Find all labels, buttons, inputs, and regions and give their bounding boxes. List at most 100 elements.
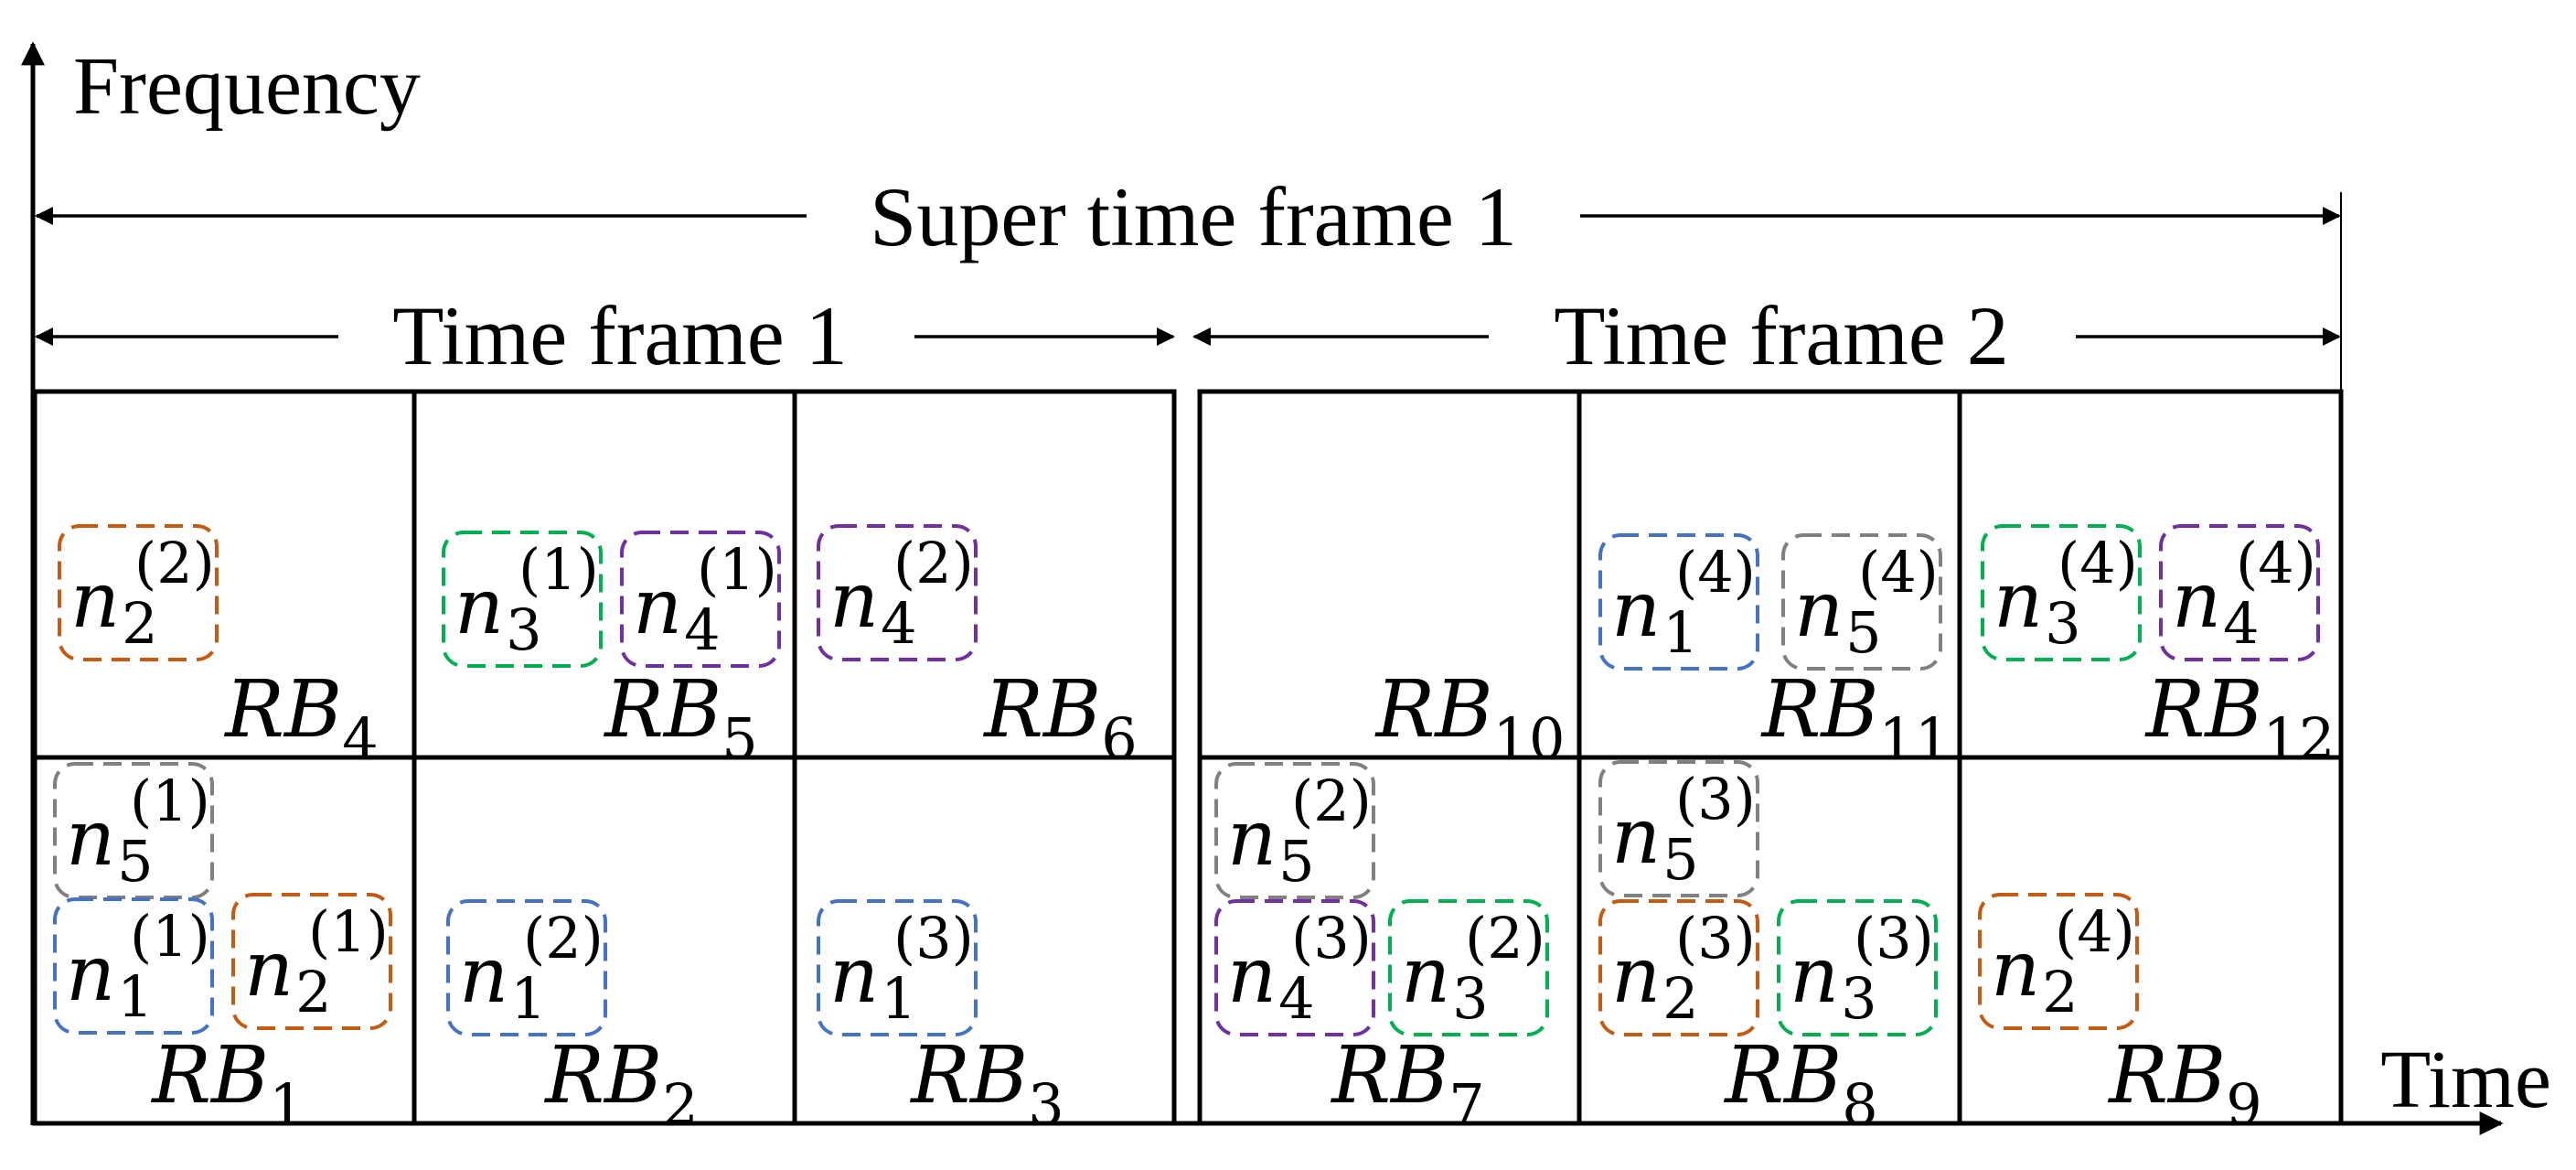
node-label: n4(4) — [2172, 530, 2316, 657]
time-frame-2-grid — [1197, 389, 2344, 1126]
time-axis-label: Time — [2380, 1035, 2551, 1125]
node-index: 3 — [1841, 965, 1876, 1032]
time-frame-2-label: Time frame 2 — [1554, 289, 2008, 382]
node-symbol: n — [66, 793, 115, 883]
node-n3-slot-3: n3(3) — [1777, 899, 1938, 1036]
dashed-box — [1598, 533, 1759, 671]
node-n1-slot-4: n1(4) — [1598, 533, 1759, 671]
node-symbol: n — [1227, 793, 1277, 883]
node-index: 5 — [1845, 599, 1881, 666]
node-label: n5(2) — [1227, 767, 1372, 895]
rb-label: RB3 — [909, 1030, 1064, 1138]
node-index: 1 — [881, 965, 916, 1032]
dashed-box — [1981, 524, 2142, 661]
node-index: 2 — [122, 590, 157, 657]
node-superscript: (2) — [523, 905, 604, 971]
node-index: 1 — [1662, 599, 1698, 666]
rb-label-subscript: 1 — [269, 1071, 305, 1138]
rb-label-subscript: 6 — [1101, 705, 1137, 772]
node-index: 3 — [2045, 590, 2080, 657]
rb-label-main: RB — [2144, 664, 2263, 756]
dashed-box — [446, 899, 607, 1036]
dashed-box — [1598, 899, 1759, 1036]
node-n2-slot-1: n2(1) — [231, 893, 392, 1030]
node-symbol: n — [1794, 564, 1844, 654]
node-superscript: (3) — [1675, 766, 1756, 832]
node-superscript: (2) — [1291, 767, 1372, 834]
rb-label: RB8 — [1723, 1030, 1877, 1138]
dashed-box — [1777, 899, 1938, 1036]
node-symbol: n — [1790, 930, 1839, 1020]
rb-label-subscript: 8 — [1842, 1071, 1877, 1138]
rb-label-main: RB — [150, 1030, 269, 1122]
node-index: 2 — [295, 959, 331, 1025]
rb-label-main: RB — [1374, 664, 1493, 756]
node-index: 5 — [1278, 828, 1314, 895]
node-index: 3 — [1452, 965, 1488, 1032]
node-label: n4(2) — [829, 530, 974, 657]
time-frame-1-grid — [32, 389, 1177, 1126]
rb-label-main: RB — [909, 1030, 1028, 1122]
node-label: n3(1) — [454, 536, 599, 663]
node-label: n2(1) — [244, 898, 389, 1025]
dashed-box — [442, 531, 603, 668]
node-superscript: (1) — [697, 536, 777, 603]
node-superscript: (3) — [1854, 905, 1934, 971]
dashed-box — [1214, 899, 1375, 1036]
node-symbol: n — [1991, 924, 2040, 1014]
node-label: n3(2) — [1401, 905, 1545, 1032]
node-n2-slot-2: n2(2) — [58, 524, 219, 661]
node-n2-slot-4: n2(4) — [1978, 893, 2139, 1030]
resource-block-rb10: RB10 — [1374, 664, 1566, 772]
dashed-box — [58, 524, 219, 661]
rb-label-main: RB — [1723, 1030, 1842, 1122]
node-index: 3 — [506, 596, 541, 663]
node-label: n1(1) — [66, 903, 210, 1030]
node-index: 2 — [2042, 959, 2078, 1025]
node-symbol: n — [2172, 555, 2221, 645]
node-superscript: (4) — [1858, 539, 1939, 606]
node-label: n1(3) — [829, 905, 974, 1032]
node-symbol: n — [1227, 930, 1277, 1020]
super-time-frame-label: Super time frame 1 — [870, 170, 1517, 263]
node-index: 2 — [1662, 965, 1698, 1032]
resource-block-rb4: RB4 n2(2) — [58, 524, 379, 772]
dashed-box — [1598, 760, 1759, 897]
node-index: 1 — [510, 965, 546, 1032]
node-superscript: (3) — [893, 905, 974, 971]
node-n4-slot-2: n4(2) — [817, 524, 978, 661]
frequency-axis-label: Frequency — [73, 41, 421, 132]
node-superscript: (4) — [2236, 530, 2316, 596]
rb-label-subscript: 9 — [2226, 1071, 2261, 1138]
node-superscript: (3) — [1675, 905, 1756, 971]
node-symbol: n — [1611, 564, 1661, 654]
node-symbol: n — [1401, 930, 1450, 1020]
rb-label-subscript: 4 — [342, 705, 378, 772]
node-superscript: (2) — [893, 530, 974, 596]
rb-label-main: RB — [223, 664, 342, 756]
rb-label-subscript: 11 — [1879, 705, 1951, 772]
node-n1-slot-2: n1(2) — [446, 899, 607, 1036]
node-symbol: n — [1993, 555, 2043, 645]
node-label: n2(3) — [1611, 905, 1756, 1032]
node-index: 5 — [117, 828, 153, 895]
dashed-box — [231, 893, 392, 1030]
node-n5-slot-2: n5(2) — [1214, 762, 1375, 899]
node-symbol: n — [70, 555, 120, 645]
node-label: n4(3) — [1227, 905, 1372, 1032]
node-n3-slot-4: n3(4) — [1981, 524, 2142, 661]
dashed-box — [817, 899, 978, 1036]
dashed-box — [2159, 524, 2320, 661]
node-superscript: (1) — [130, 767, 210, 834]
rb-label-subscript: 5 — [721, 705, 757, 772]
node-n5-slot-4: n5(4) — [1781, 533, 1942, 671]
rb-label: RB12 — [2144, 664, 2336, 772]
node-superscript: (1) — [130, 903, 210, 970]
node-symbol: n — [1611, 930, 1661, 1020]
